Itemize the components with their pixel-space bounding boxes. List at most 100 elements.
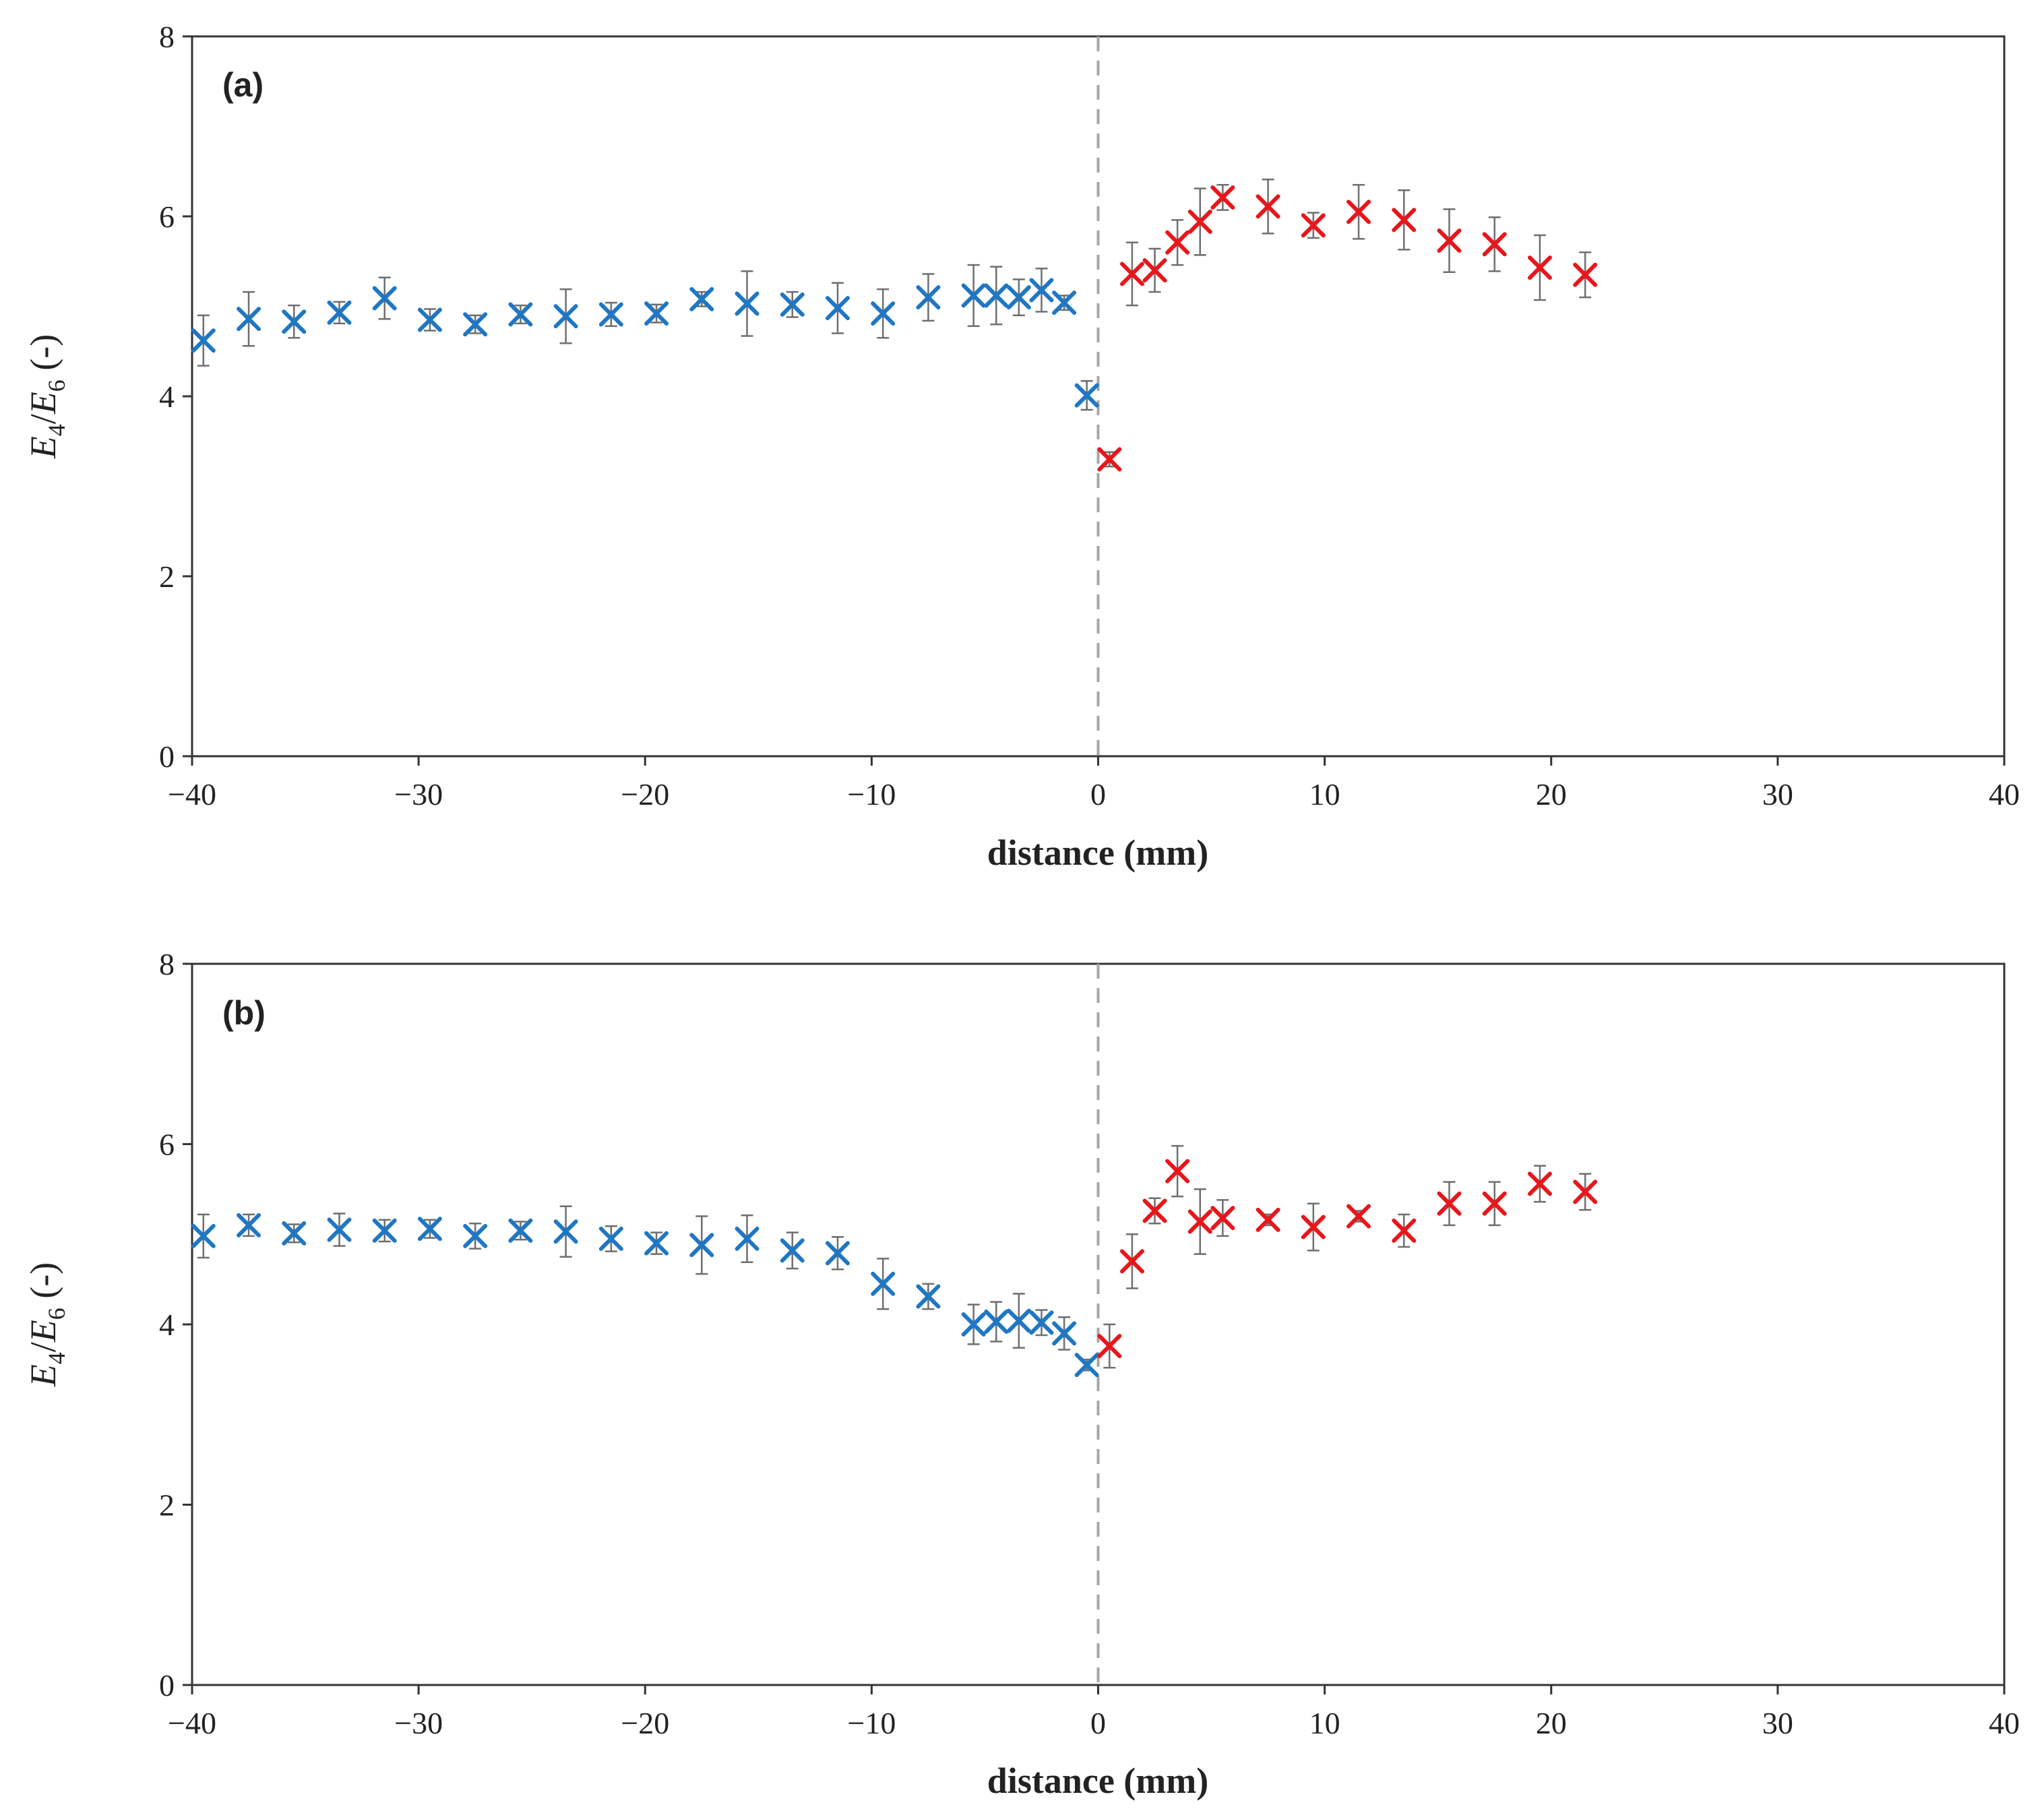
data-point [237, 1213, 261, 1237]
y-label-unit: (-) [23, 334, 63, 379]
data-point [1573, 1173, 1598, 1211]
x-marker-stroke [1573, 262, 1598, 287]
x-marker-stroke [1482, 1191, 1507, 1216]
x-marker-stroke [1573, 1179, 1598, 1204]
x-marker-stroke [1074, 383, 1099, 408]
x-marker-stroke [1482, 232, 1507, 257]
x-marker-stroke [237, 307, 261, 332]
x-marker-stroke [1346, 1204, 1371, 1229]
data-point [282, 1221, 307, 1246]
y-tick-label: 4 [159, 1308, 175, 1342]
x-marker-stroke [1187, 1209, 1212, 1234]
panel-label: (b) [222, 994, 266, 1032]
data-marks [191, 179, 1598, 472]
x-marker-stroke [984, 283, 1009, 308]
x-tick-label: 10 [1309, 1706, 1340, 1740]
x-marker-stroke [598, 1226, 623, 1251]
x-marker-stroke [1256, 194, 1280, 219]
x-marker-stroke [916, 285, 941, 310]
x-axis-label: distance (mm) [987, 832, 1208, 873]
data-point [1437, 1181, 1462, 1227]
x-marker-stroke [1097, 447, 1122, 472]
data-point [1256, 1207, 1280, 1232]
y-label-sub1: 4 [43, 1352, 70, 1364]
data-point [871, 288, 896, 339]
data-point [780, 1231, 805, 1270]
data-point [417, 1217, 442, 1241]
data-point [1210, 184, 1235, 211]
y-axis-ticks: 0 2 4 6 8 [159, 947, 192, 1703]
x-marker-stroke [780, 1238, 805, 1263]
x-marker-stroke [191, 328, 216, 353]
x-marker-stroke [1437, 228, 1462, 253]
data-point [372, 1218, 397, 1243]
x-marker-stroke [1006, 285, 1031, 310]
x-marker-stroke [916, 1284, 941, 1309]
x-marker-stroke [1210, 1206, 1235, 1231]
x-marker-stroke [327, 1217, 352, 1242]
y-tick-label: 8 [159, 947, 175, 981]
x-marker-stroke [282, 309, 307, 334]
data-point [463, 1222, 488, 1250]
data-point [508, 1218, 533, 1243]
data-point [1482, 216, 1507, 272]
x-marker-stroke [508, 1218, 533, 1243]
x-marker-stroke [735, 1226, 760, 1251]
x-marker-stroke [1301, 213, 1326, 238]
x-marker-stroke [825, 296, 850, 321]
x-marker-stroke [598, 302, 623, 327]
data-point [1074, 1353, 1099, 1378]
x-tick-label: −20 [621, 777, 669, 811]
data-point [1392, 189, 1417, 251]
data-point [237, 290, 261, 347]
data-point [598, 301, 623, 328]
data-point [1142, 1197, 1167, 1225]
panel-label: (a) [222, 66, 264, 104]
data-point [1006, 1293, 1031, 1349]
x-marker-stroke [327, 300, 352, 325]
data-point [553, 288, 578, 344]
y-label-e2: E [23, 392, 63, 415]
x-marker-stroke [1392, 208, 1417, 233]
data-point [327, 1213, 352, 1247]
x-marker-stroke [825, 1241, 850, 1266]
data-point [372, 276, 397, 320]
data-point [1437, 208, 1462, 274]
data-point [463, 312, 488, 337]
data-point [1482, 1181, 1507, 1227]
data-point [1052, 290, 1077, 315]
x-tick-label: −30 [394, 777, 443, 811]
x-marker-stroke [1097, 1334, 1122, 1359]
x-marker-stroke [282, 1221, 307, 1246]
data-point [735, 1214, 760, 1263]
data-point [1392, 1213, 1417, 1248]
data-point [1187, 1188, 1212, 1255]
x-marker-stroke [871, 1271, 896, 1296]
x-tick-label: −30 [394, 1706, 443, 1740]
x-tick-label: 0 [1090, 1706, 1106, 1740]
data-point [1346, 1204, 1371, 1229]
data-point [1119, 1233, 1144, 1289]
x-marker-stroke [1052, 290, 1077, 315]
x-marker-stroke [372, 286, 397, 311]
y-label-e2: E [23, 1320, 63, 1343]
y-tick-label: 2 [159, 559, 175, 594]
x-marker-stroke [417, 307, 442, 332]
x-marker-stroke [644, 301, 669, 326]
x-tick-label: −10 [847, 1706, 896, 1740]
data-point [1097, 1323, 1122, 1369]
x-marker-stroke [1165, 1159, 1190, 1184]
chart-panel-a: 0 2 4 6 8 −40 −30 −20 −10 0 10 20 30 40 (a) distance… [23, 20, 2020, 873]
y-axis-ticks: 0 2 4 6 8 [159, 20, 192, 774]
x-marker-stroke [1074, 1353, 1099, 1378]
x-marker-stroke [1119, 1249, 1144, 1274]
data-point [689, 1215, 714, 1275]
y-label-e1: E [23, 1364, 63, 1387]
data-point [1301, 212, 1326, 239]
data-point [871, 1258, 896, 1310]
y-label-slash: / [23, 414, 63, 424]
data-point [1029, 268, 1054, 313]
x-marker-stroke [1029, 1310, 1054, 1335]
y-axis-label: E4/E6 (-) [23, 334, 70, 459]
data-point [1029, 1309, 1054, 1337]
